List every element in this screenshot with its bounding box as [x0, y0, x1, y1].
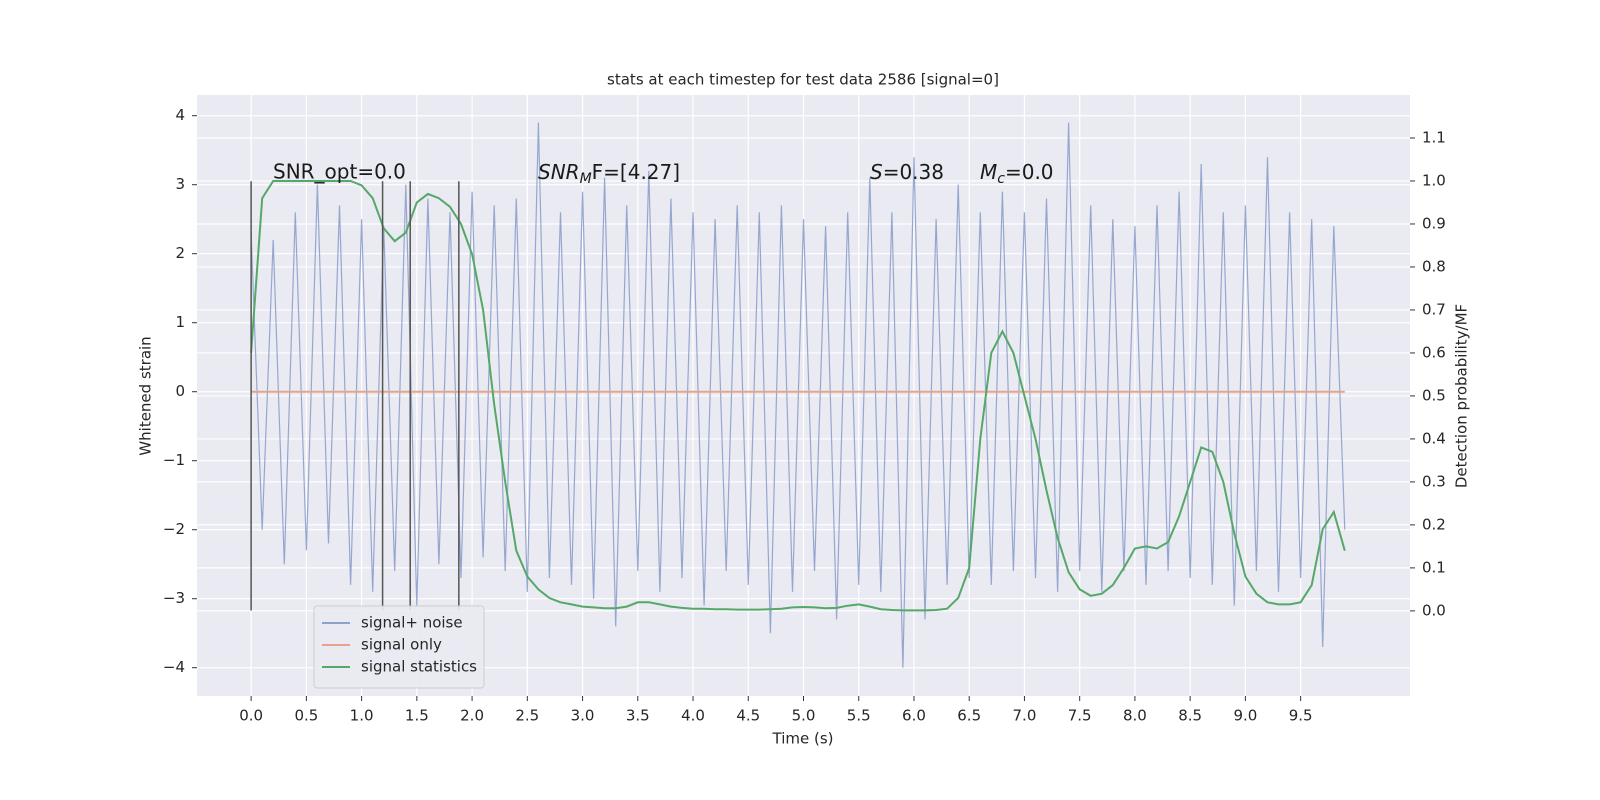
y2-tick-label: 0.2 — [1422, 515, 1446, 533]
annotation: SNRMF=[4.27] — [538, 160, 680, 188]
x-tick-label: 8.0 — [1123, 707, 1147, 725]
y-tick-label: 1 — [175, 313, 185, 331]
y-tick-label: −4 — [163, 658, 185, 676]
y2-tick-label: 1.0 — [1422, 171, 1446, 189]
annotation-part: F=[4.27] — [592, 160, 680, 184]
legend-label: signal only — [361, 636, 442, 654]
x-axis-label: Time (s) — [772, 730, 834, 748]
x-tick-label: 2.0 — [460, 707, 484, 725]
x-tick-label: 6.5 — [957, 707, 981, 725]
x-tick-label: 9.5 — [1289, 707, 1313, 725]
x-tick-label: 5.0 — [792, 707, 816, 725]
annotation-part: =0.38 — [883, 160, 944, 184]
x-tick-label: 3.0 — [571, 707, 595, 725]
series-line — [250, 180, 1346, 612]
x-tick-label: 2.5 — [515, 707, 539, 725]
annotation-part: S — [870, 160, 883, 184]
annotation: SNR_opt=0.0 — [273, 160, 406, 184]
y2-tick-label: 0.9 — [1422, 214, 1446, 232]
annotation: Mc=0.0 — [980, 160, 1054, 188]
y2-tick-label: 0.7 — [1422, 300, 1446, 318]
marks — [250, 122, 1346, 668]
y-tick-label: 2 — [175, 244, 185, 262]
y-tick-label: 3 — [175, 175, 185, 193]
annotation: S=0.38 — [870, 160, 944, 184]
legend-label: signal statistics — [361, 658, 477, 676]
annotation-sub: c — [997, 171, 1005, 187]
y2-tick-label: 1.1 — [1422, 128, 1446, 146]
x-tick-label: 4.5 — [736, 707, 760, 725]
y2-tick-label: 0.8 — [1422, 257, 1446, 275]
x-tick-label: 3.5 — [626, 707, 650, 725]
x-tick-label: 0.0 — [239, 707, 263, 725]
annotation-part: SNR — [538, 160, 580, 184]
y-tick-label: −2 — [163, 520, 185, 538]
annotation-part: =0.0 — [1005, 160, 1054, 184]
x-tick-label: 5.5 — [847, 707, 871, 725]
x-tick-label: 1.0 — [350, 707, 374, 725]
y-tick-label: 4 — [175, 106, 185, 124]
y2-axis-label: Detection probability/MF — [1453, 304, 1471, 488]
legend-label: signal+ noise — [361, 614, 463, 632]
y-tick-label: 0 — [175, 382, 185, 400]
x-tick-label: 0.5 — [294, 707, 318, 725]
y2-tick-label: 0.3 — [1422, 472, 1446, 490]
chart-title: stats at each timestep for test data 258… — [607, 71, 999, 89]
series-line — [250, 122, 1346, 668]
y2-tick-label: 0.0 — [1422, 601, 1446, 619]
legend: signal+ noise signal only signal statistic… — [313, 605, 485, 689]
annotation-part: M — [980, 160, 997, 184]
y2-tick-label: 0.5 — [1422, 386, 1446, 404]
x-tick-label: 4.0 — [681, 707, 705, 725]
x-tick-label: 6.0 — [902, 707, 926, 725]
y2-tick-label: 0.6 — [1422, 343, 1446, 361]
y-tick-label: −1 — [163, 451, 185, 469]
y-axis-label: Whitened strain — [137, 336, 155, 455]
y2-tick-label: 0.1 — [1422, 558, 1446, 576]
x-tick-label: 7.5 — [1068, 707, 1092, 725]
x-tick-label: 1.5 — [405, 707, 429, 725]
x-tick-label: 7.0 — [1013, 707, 1037, 725]
legend-box — [313, 605, 485, 689]
y2-tick-label: 0.4 — [1422, 429, 1446, 447]
y-tick-label: −3 — [163, 589, 185, 607]
annotation-sub: M — [580, 171, 592, 187]
x-tick-label: 8.5 — [1178, 707, 1202, 725]
x-tick-label: 9.0 — [1233, 707, 1257, 725]
